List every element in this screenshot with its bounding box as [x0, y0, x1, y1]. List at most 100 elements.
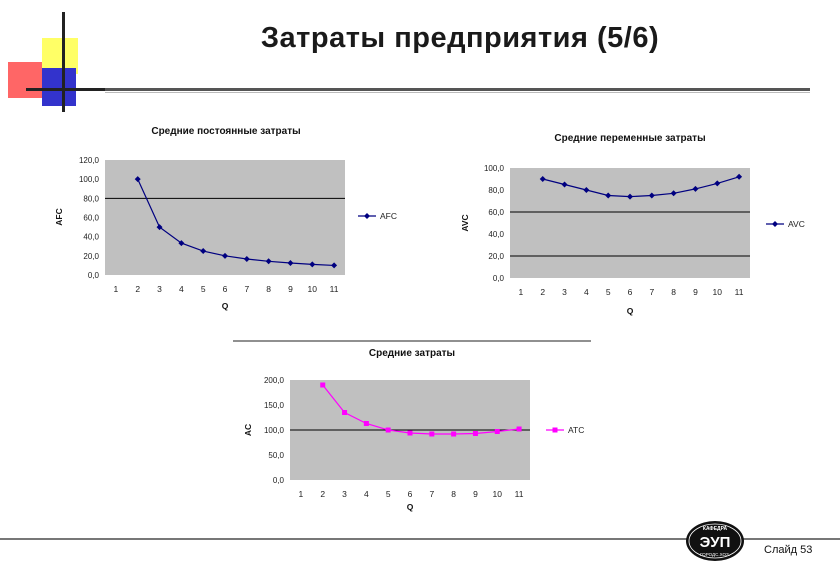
atc-data-point [407, 430, 413, 436]
atc-data-point [385, 427, 391, 433]
avc-xtick-label: 2 [540, 287, 545, 297]
atc-data-point [363, 421, 369, 426]
atc-xtick-label: 7 [429, 489, 434, 499]
atc-data-point [494, 429, 500, 434]
afc-xtick-label: 11 [330, 284, 339, 294]
avc-data-point [539, 176, 546, 182]
deco-blue-square [42, 68, 76, 106]
afc-xtick-label: 5 [201, 284, 206, 294]
afc-ytick-label: 60,0 [83, 214, 99, 223]
atc-ytick-label: 200,0 [264, 376, 285, 385]
atc-data-point [342, 410, 348, 415]
avc-xtick-label: 8 [671, 287, 676, 297]
atc-ytick-label: 150,0 [264, 401, 285, 410]
afc-y-axis-label: AFC [54, 208, 64, 225]
atc-legend-label: ATC [568, 425, 584, 435]
avc-legend-marker [772, 221, 778, 227]
avc-ytick-label: 0,0 [493, 274, 505, 283]
afc-legend-label: AFC [380, 211, 397, 221]
afc-series-line [137, 178, 335, 267]
avc-xtick-label: 3 [562, 287, 567, 297]
atc-xtick-label: 9 [473, 489, 478, 499]
svg-text:ГОРОДС.ХОЗ.: ГОРОДС.ХОЗ. [700, 552, 730, 557]
avc-data-point [692, 185, 699, 192]
avc-chart-group: Средние переменные затраты 0,0 20,0 40,0 60,… [460, 133, 805, 316]
atc-x-axis-label: Q [407, 502, 414, 512]
afc-ytick-label: 80,0 [83, 194, 99, 203]
atc-data-point [516, 426, 522, 432]
afc-data-point [178, 240, 185, 247]
atc-ytick-label: 50,0 [268, 451, 284, 460]
afc-data-point [134, 176, 141, 183]
title-divider [105, 88, 810, 91]
afc-xtick-label: 10 [308, 284, 318, 294]
atc-xtick-label: 1 [299, 489, 304, 499]
avc-plot-area [510, 168, 750, 278]
atc-data-point [451, 431, 457, 437]
afc-data-point [243, 255, 250, 262]
avc-ytick-label: 20,0 [488, 252, 504, 261]
afc-chart-group: Средние постоянные затраты 0,0 20,0 40,0 60,… [54, 126, 397, 311]
avc-data-point [561, 181, 568, 188]
avc-data-point [627, 193, 633, 200]
avc-data-point [605, 192, 612, 199]
afc-ytick-label: 100,0 [79, 175, 100, 184]
avc-chart-title: Средние переменные затраты [554, 133, 705, 144]
afc-data-point [287, 260, 294, 267]
atc-legend-marker [552, 427, 558, 433]
atc-data-point [320, 382, 326, 388]
atc-xtick-label: 4 [364, 489, 369, 499]
svg-text:КАФЕДРА: КАФЕДРА [703, 526, 728, 532]
afc-data-point [331, 262, 338, 269]
afc-ytick-label: 40,0 [83, 233, 99, 242]
deco-vertical-bar [62, 12, 65, 112]
atc-ytick-label: 0,0 [273, 476, 285, 485]
afc-x-axis-label: Q [222, 301, 229, 311]
afc-ytick-label: 20,0 [83, 252, 99, 261]
afc-xtick-label: 3 [157, 284, 162, 294]
avc-ytick-label: 100,0 [484, 164, 505, 173]
afc-data-point [200, 248, 207, 255]
atc-chart-group: Средние затраты 0,0 50,0 100,0 150,0 200,0 1 2 3… [243, 348, 584, 512]
avc-ytick-label: 80,0 [488, 186, 504, 195]
afc-data-point [309, 261, 316, 268]
avc-data-point [648, 192, 655, 199]
atc-xtick-label: 10 [493, 489, 503, 499]
deco-horizontal-bar [26, 88, 106, 91]
afc-chart-title: Средние постоянные затраты [151, 126, 300, 137]
avc-ytick-label: 40,0 [488, 230, 504, 239]
atc-xtick-label: 6 [408, 489, 413, 499]
avc-xtick-label: 10 [713, 287, 723, 297]
atc-data-point [472, 431, 478, 436]
afc-data-point [265, 258, 272, 265]
atc-xtick-label: 2 [320, 489, 325, 499]
avc-xtick-label: 5 [606, 287, 611, 297]
avc-xtick-label: 11 [735, 287, 744, 297]
slide-number: Слайд 53 [764, 544, 813, 556]
footer-divider [0, 538, 840, 540]
atc-xtick-label: 5 [386, 489, 391, 499]
avc-data-point [714, 180, 721, 187]
afc-xtick-label: 9 [288, 284, 293, 294]
atc-xtick-label: 8 [451, 489, 456, 499]
avc-data-point [583, 187, 590, 193]
afc-xtick-label: 2 [135, 284, 140, 294]
avc-y-axis-label: AVC [460, 214, 470, 231]
afc-xtick-label: 6 [223, 284, 228, 294]
avc-legend-label: AVC [788, 219, 805, 229]
avc-xtick-label: 1 [519, 287, 524, 297]
slide-title: Затраты предприятия (5/6) [260, 22, 660, 54]
afc-xtick-label: 4 [179, 284, 184, 294]
svg-text:ЭУП: ЭУП [700, 534, 731, 551]
avc-xtick-label: 4 [584, 287, 589, 297]
atc-y-axis-label: AC [243, 424, 253, 436]
department-logo: КАФЕДРА ЭУП ГОРОДС.ХОЗ. [686, 521, 744, 561]
deco-red-square [8, 62, 42, 98]
afc-data-point [222, 252, 228, 259]
avc-xtick-label: 6 [628, 287, 633, 297]
afc-ytick-label: 0,0 [88, 271, 100, 280]
afc-data-point [156, 224, 163, 231]
avc-xtick-label: 9 [693, 287, 698, 297]
afc-xtick-label: 1 [114, 284, 119, 294]
